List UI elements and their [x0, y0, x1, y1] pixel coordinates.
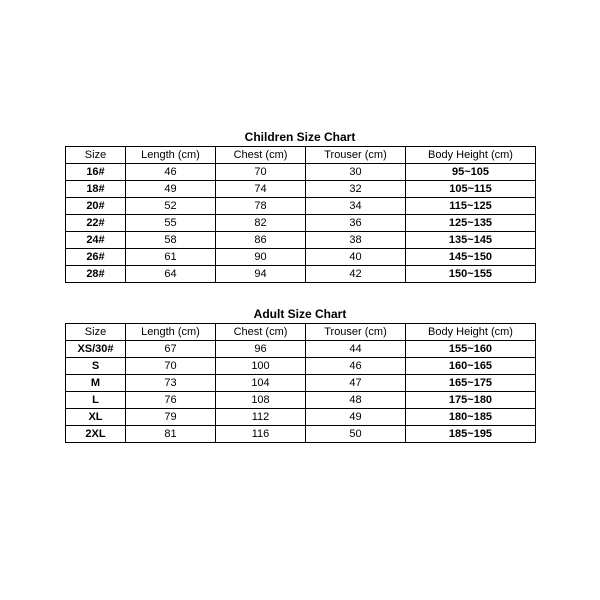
cell-size: XL: [66, 409, 126, 426]
cell-trouser: 30: [306, 164, 406, 181]
table-row: XS/30# 67 96 44 155~160: [66, 341, 536, 358]
cell-height: 165~175: [406, 375, 536, 392]
cell-chest: 70: [216, 164, 306, 181]
cell-size: 22#: [66, 215, 126, 232]
cell-chest: 74: [216, 181, 306, 198]
cell-trouser: 48: [306, 392, 406, 409]
table-row: 26# 61 90 40 145~150: [66, 249, 536, 266]
cell-length: 61: [126, 249, 216, 266]
cell-size: 24#: [66, 232, 126, 249]
cell-length: 46: [126, 164, 216, 181]
adult-chart-title: Adult Size Chart: [65, 307, 535, 321]
cell-length: 70: [126, 358, 216, 375]
cell-chest: 116: [216, 426, 306, 443]
cell-size: L: [66, 392, 126, 409]
table-row: S 70 100 46 160~165: [66, 358, 536, 375]
cell-height: 135~145: [406, 232, 536, 249]
cell-height: 185~195: [406, 426, 536, 443]
col-header-height: Body Height (cm): [406, 324, 536, 341]
col-header-length: Length (cm): [126, 324, 216, 341]
col-header-chest: Chest (cm): [216, 324, 306, 341]
cell-length: 79: [126, 409, 216, 426]
cell-chest: 94: [216, 266, 306, 283]
size-chart-page: Children Size Chart Size Length (cm) Che…: [0, 0, 600, 600]
cell-height: 155~160: [406, 341, 536, 358]
cell-length: 52: [126, 198, 216, 215]
cell-height: 105~115: [406, 181, 536, 198]
cell-trouser: 47: [306, 375, 406, 392]
table-row: 18# 49 74 32 105~115: [66, 181, 536, 198]
cell-length: 64: [126, 266, 216, 283]
cell-size: 28#: [66, 266, 126, 283]
cell-height: 115~125: [406, 198, 536, 215]
cell-trouser: 32: [306, 181, 406, 198]
cell-size: 26#: [66, 249, 126, 266]
table-row: 2XL 81 116 50 185~195: [66, 426, 536, 443]
cell-length: 76: [126, 392, 216, 409]
table-row: 28# 64 94 42 150~155: [66, 266, 536, 283]
cell-trouser: 50: [306, 426, 406, 443]
cell-chest: 112: [216, 409, 306, 426]
cell-trouser: 40: [306, 249, 406, 266]
table-row: M 73 104 47 165~175: [66, 375, 536, 392]
cell-chest: 86: [216, 232, 306, 249]
cell-height: 150~155: [406, 266, 536, 283]
cell-length: 67: [126, 341, 216, 358]
col-header-length: Length (cm): [126, 147, 216, 164]
cell-height: 175~180: [406, 392, 536, 409]
children-chart-title: Children Size Chart: [65, 130, 535, 144]
cell-height: 145~150: [406, 249, 536, 266]
col-header-height: Body Height (cm): [406, 147, 536, 164]
cell-size: M: [66, 375, 126, 392]
cell-trouser: 44: [306, 341, 406, 358]
col-header-size: Size: [66, 324, 126, 341]
cell-length: 58: [126, 232, 216, 249]
cell-trouser: 49: [306, 409, 406, 426]
cell-size: XS/30#: [66, 341, 126, 358]
cell-chest: 90: [216, 249, 306, 266]
cell-size: 18#: [66, 181, 126, 198]
cell-length: 73: [126, 375, 216, 392]
cell-trouser: 46: [306, 358, 406, 375]
cell-height: 160~165: [406, 358, 536, 375]
table-header-row: Size Length (cm) Chest (cm) Trouser (cm)…: [66, 147, 536, 164]
cell-height: 180~185: [406, 409, 536, 426]
cell-trouser: 38: [306, 232, 406, 249]
cell-trouser: 42: [306, 266, 406, 283]
cell-chest: 100: [216, 358, 306, 375]
col-header-trouser: Trouser (cm): [306, 324, 406, 341]
cell-trouser: 36: [306, 215, 406, 232]
cell-chest: 78: [216, 198, 306, 215]
cell-size: S: [66, 358, 126, 375]
adult-size-chart-block: Adult Size Chart Size Length (cm) Chest …: [65, 307, 535, 443]
table-row: XL 79 112 49 180~185: [66, 409, 536, 426]
cell-chest: 104: [216, 375, 306, 392]
cell-length: 49: [126, 181, 216, 198]
col-header-chest: Chest (cm): [216, 147, 306, 164]
cell-size: 20#: [66, 198, 126, 215]
table-header-row: Size Length (cm) Chest (cm) Trouser (cm)…: [66, 324, 536, 341]
col-header-size: Size: [66, 147, 126, 164]
cell-size: 16#: [66, 164, 126, 181]
cell-chest: 96: [216, 341, 306, 358]
table-row: 20# 52 78 34 115~125: [66, 198, 536, 215]
cell-height: 95~105: [406, 164, 536, 181]
cell-height: 125~135: [406, 215, 536, 232]
cell-trouser: 34: [306, 198, 406, 215]
table-row: 22# 55 82 36 125~135: [66, 215, 536, 232]
cell-size: 2XL: [66, 426, 126, 443]
table-row: 24# 58 86 38 135~145: [66, 232, 536, 249]
table-row: L 76 108 48 175~180: [66, 392, 536, 409]
col-header-trouser: Trouser (cm): [306, 147, 406, 164]
table-row: 16# 46 70 30 95~105: [66, 164, 536, 181]
cell-length: 55: [126, 215, 216, 232]
children-size-chart-block: Children Size Chart Size Length (cm) Che…: [65, 130, 535, 283]
cell-length: 81: [126, 426, 216, 443]
children-size-table: Size Length (cm) Chest (cm) Trouser (cm)…: [65, 146, 536, 283]
cell-chest: 108: [216, 392, 306, 409]
cell-chest: 82: [216, 215, 306, 232]
adult-size-table: Size Length (cm) Chest (cm) Trouser (cm)…: [65, 323, 536, 443]
